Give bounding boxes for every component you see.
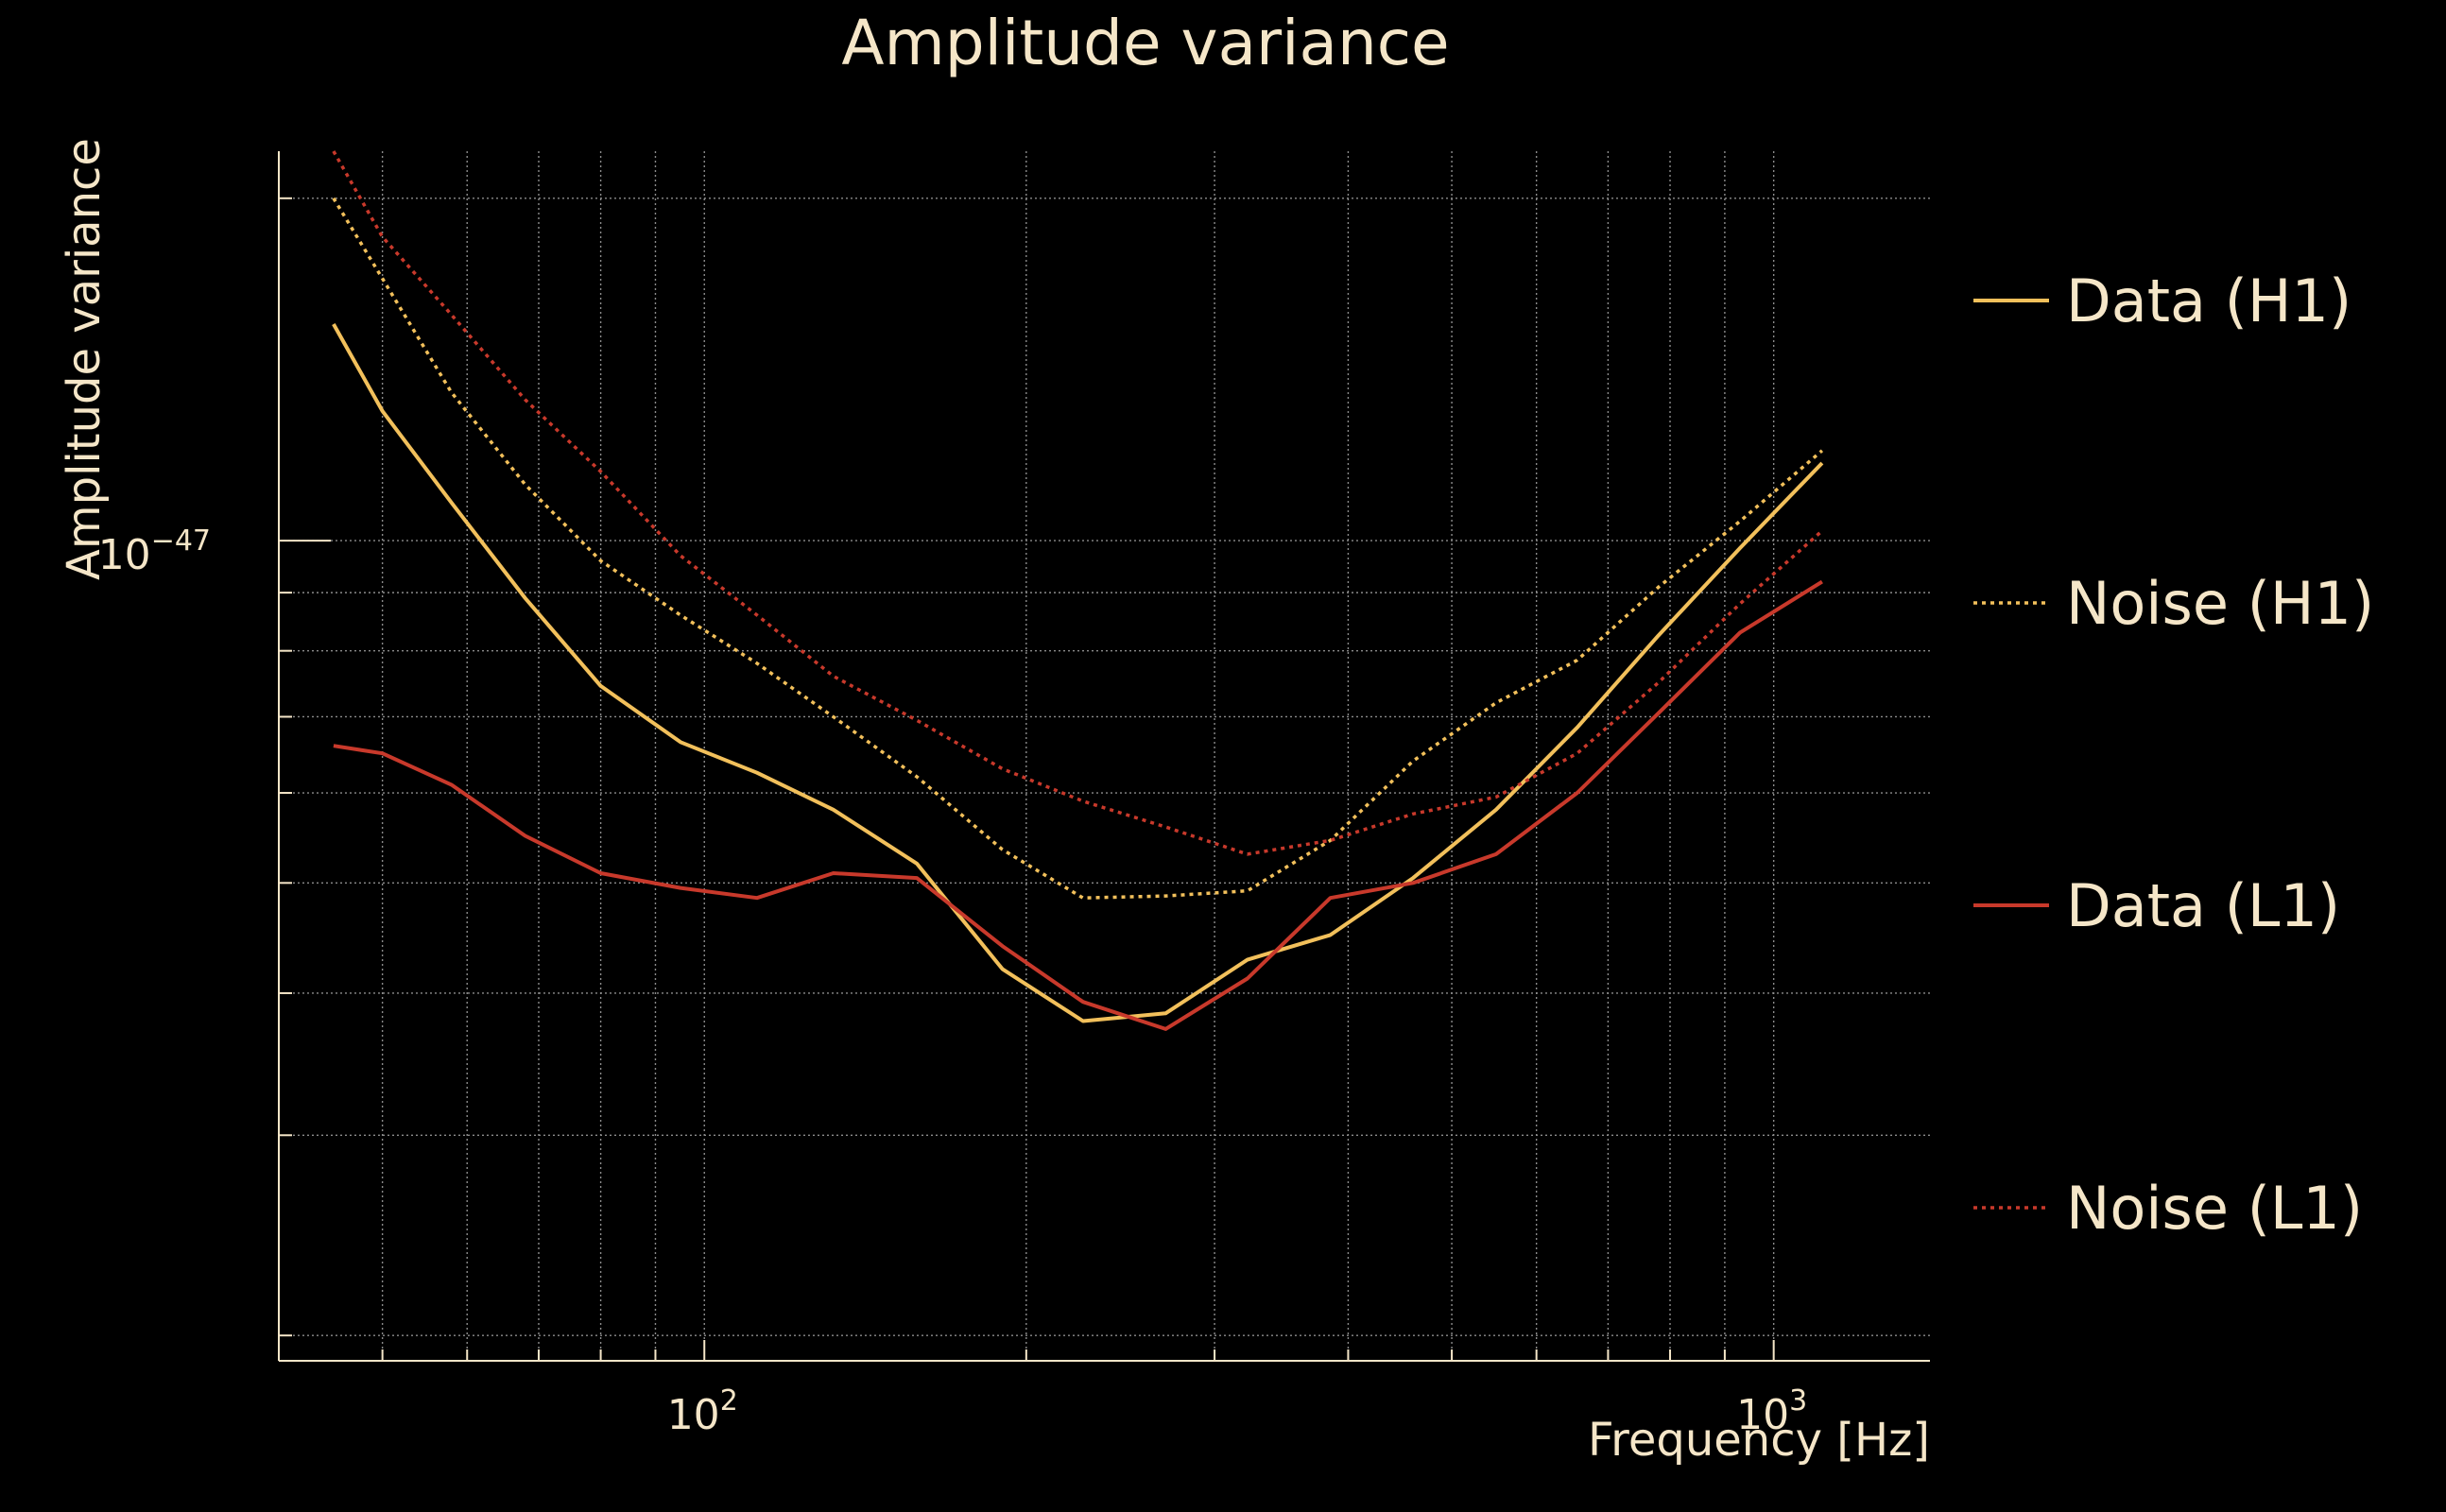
tick-labels: 102 103 10−47 bbox=[98, 524, 1808, 1439]
series-line-3 bbox=[333, 579, 1823, 1031]
y-axis-label: Amplitude variance bbox=[58, 138, 111, 580]
series-line-4 bbox=[332, 150, 1824, 856]
x-tick-label: 102 bbox=[667, 1384, 738, 1439]
legend-label: Data (L1) bbox=[2066, 871, 2340, 940]
x-axis-label: Frequency [Hz] bbox=[1588, 1414, 1930, 1467]
legend-label: Noise (H1) bbox=[2066, 569, 2374, 638]
series-line-1 bbox=[332, 323, 1824, 1023]
y-tick-label: 10−47 bbox=[98, 524, 211, 579]
axes bbox=[278, 151, 1930, 1362]
legend-label: Data (H1) bbox=[2066, 266, 2351, 335]
series-lines bbox=[332, 150, 1824, 1031]
chart-title: Amplitude variance bbox=[841, 7, 1449, 79]
legend-label: Noise (L1) bbox=[2066, 1174, 2363, 1243]
legend: Data (H1) Noise (H1) Data (L1) Noise (L1) bbox=[1973, 266, 2374, 1243]
x-tick-label: 103 bbox=[1736, 1384, 1807, 1439]
